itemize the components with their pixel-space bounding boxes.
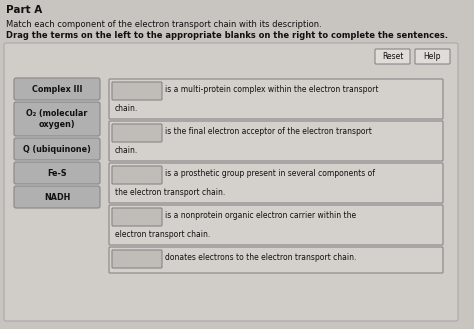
Text: electron transport chain.: electron transport chain. (115, 230, 210, 239)
FancyBboxPatch shape (415, 49, 450, 64)
FancyBboxPatch shape (109, 247, 443, 273)
FancyBboxPatch shape (112, 124, 162, 142)
Text: chain.: chain. (115, 146, 138, 155)
Text: Q (ubiquinone): Q (ubiquinone) (23, 144, 91, 154)
FancyBboxPatch shape (14, 162, 100, 184)
FancyBboxPatch shape (112, 208, 162, 226)
FancyBboxPatch shape (112, 82, 162, 100)
Text: Help: Help (424, 52, 441, 61)
Text: Reset: Reset (382, 52, 403, 61)
FancyBboxPatch shape (14, 138, 100, 160)
Text: NADH: NADH (44, 192, 70, 201)
Text: Complex III: Complex III (32, 85, 82, 93)
Text: chain.: chain. (115, 104, 138, 113)
FancyBboxPatch shape (14, 186, 100, 208)
Text: Part A: Part A (6, 5, 42, 15)
FancyBboxPatch shape (375, 49, 410, 64)
Text: Drag the terms on the left to the appropriate blanks on the right to complete th: Drag the terms on the left to the approp… (6, 31, 448, 40)
Text: is a nonprotein organic electron carrier within the: is a nonprotein organic electron carrier… (165, 211, 356, 220)
FancyBboxPatch shape (112, 166, 162, 184)
Text: O₂ (molecular
oxygen): O₂ (molecular oxygen) (27, 109, 88, 129)
Text: Fe-S: Fe-S (47, 168, 67, 178)
Text: the electron transport chain.: the electron transport chain. (115, 188, 225, 197)
FancyBboxPatch shape (109, 121, 443, 161)
Text: is a prosthetic group present in several components of: is a prosthetic group present in several… (165, 169, 375, 178)
Text: is a multi-protein complex within the electron transport: is a multi-protein complex within the el… (165, 85, 379, 94)
FancyBboxPatch shape (109, 205, 443, 245)
Text: donates electrons to the electron transport chain.: donates electrons to the electron transp… (165, 253, 356, 262)
FancyBboxPatch shape (109, 79, 443, 119)
Text: is the final electron acceptor of the electron transport: is the final electron acceptor of the el… (165, 127, 372, 136)
Text: Match each component of the electron transport chain with its description.: Match each component of the electron tra… (6, 20, 322, 29)
FancyBboxPatch shape (4, 43, 458, 321)
FancyBboxPatch shape (14, 78, 100, 100)
FancyBboxPatch shape (14, 102, 100, 136)
FancyBboxPatch shape (109, 163, 443, 203)
FancyBboxPatch shape (112, 250, 162, 268)
